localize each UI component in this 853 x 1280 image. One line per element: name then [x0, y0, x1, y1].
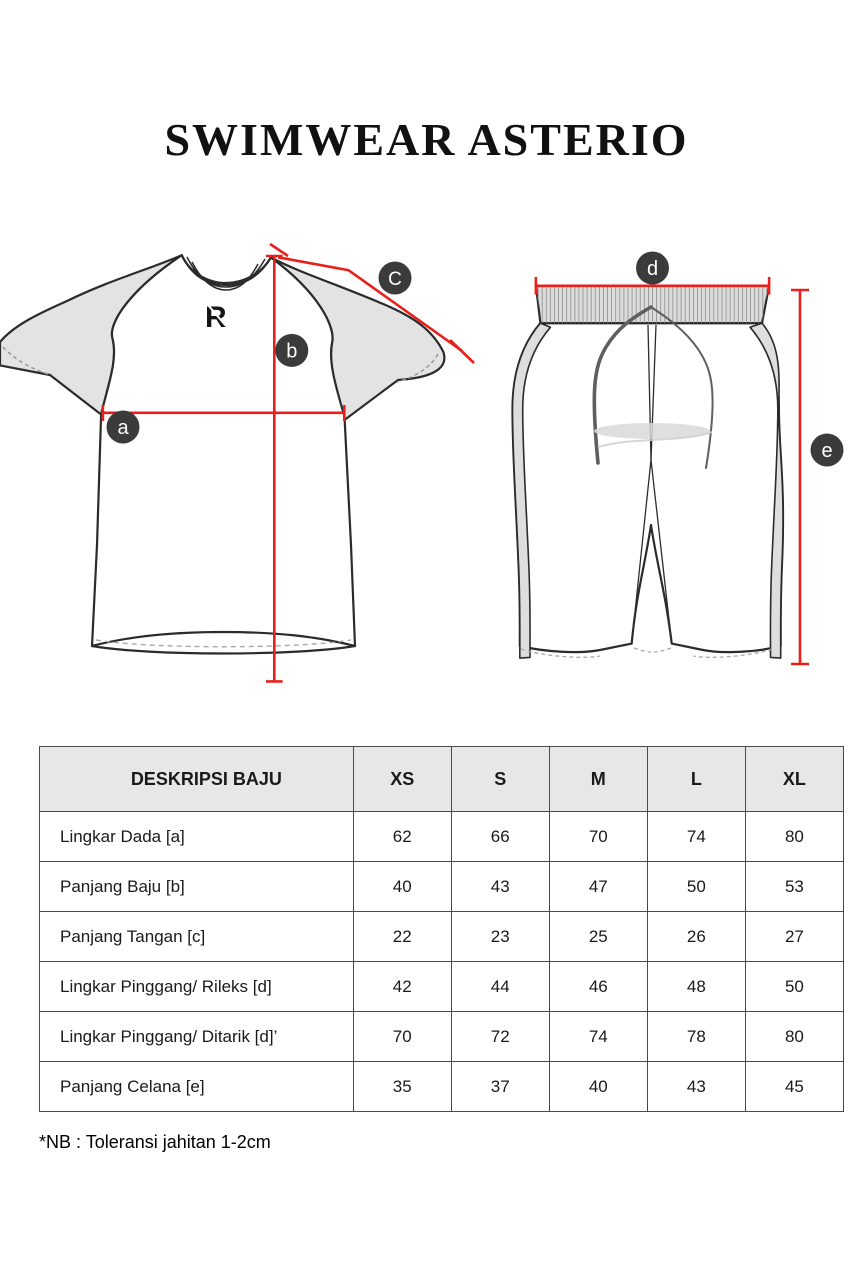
svg-text:a: a — [117, 417, 129, 439]
svg-text:b: b — [286, 340, 297, 362]
svg-text:C: C — [388, 269, 402, 290]
svg-text:d: d — [647, 258, 658, 280]
svg-text:e: e — [821, 440, 832, 462]
